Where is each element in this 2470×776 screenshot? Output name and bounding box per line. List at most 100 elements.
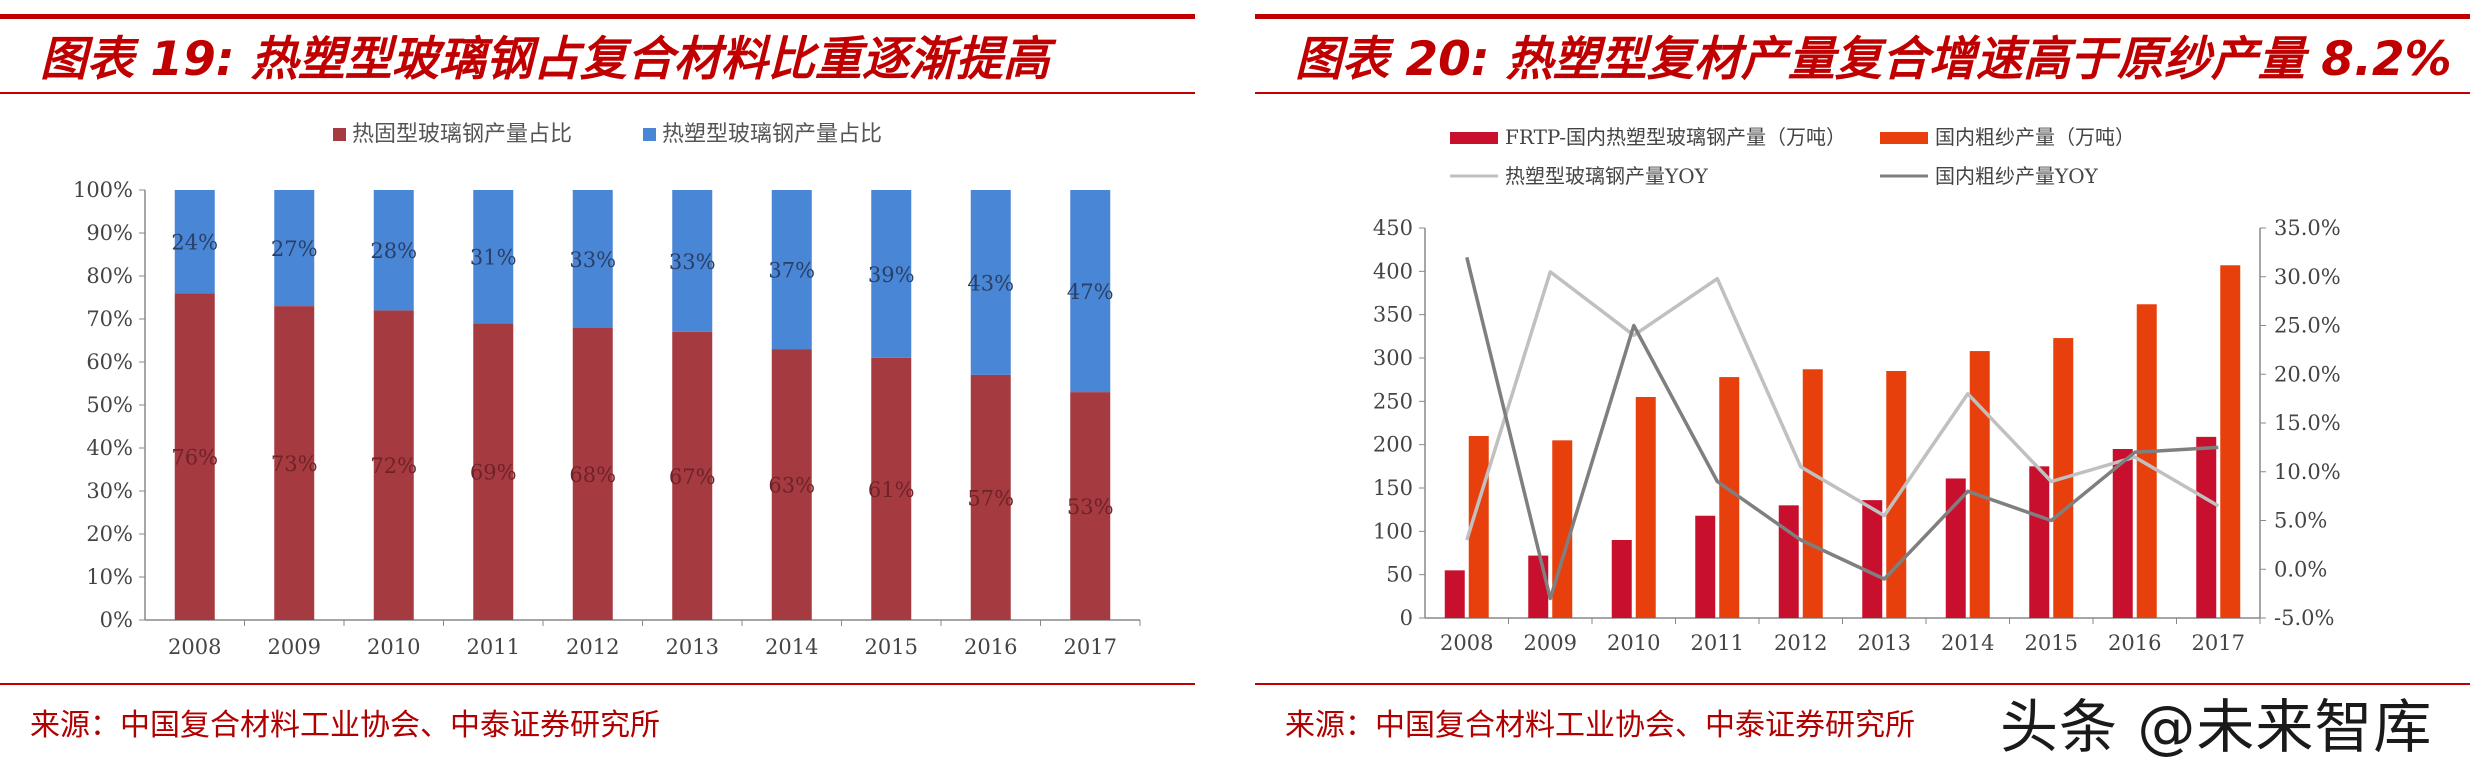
- left-y-tick-label: 250: [1373, 389, 1413, 413]
- data-label-thermoplastic: 43%: [967, 271, 1014, 295]
- y-tick-label: 50%: [86, 393, 133, 417]
- bar-frtp: [1612, 540, 1632, 618]
- bar-frtp: [1528, 556, 1548, 618]
- bar-frtp: [2029, 466, 2049, 618]
- x-tick-label: 2014: [765, 635, 818, 659]
- right-y-tick-label: 20.0%: [2274, 362, 2341, 386]
- combo-bar-line-chart: FRTP-国内热塑型玻璃钢产量（万吨） 国内粗纱产量（万吨） 热塑型玻璃钢产量YOY…: [1255, 100, 2470, 675]
- x-tick-label: 2009: [1524, 631, 1577, 655]
- bar-roving: [1719, 377, 1739, 618]
- legend-swatch-frtp: [1450, 132, 1498, 144]
- data-label-thermoset: 63%: [768, 474, 815, 498]
- legend-swatch-thermoplastic: [643, 128, 656, 141]
- legend-swatch-roving: [1880, 132, 1928, 144]
- data-label-thermoplastic: 24%: [171, 231, 218, 255]
- right-y-tick-label: 0.0%: [2274, 557, 2327, 581]
- x-tick-label: 2015: [865, 635, 918, 659]
- data-label-thermoplastic: 33%: [569, 248, 616, 272]
- right-panel: 图表 20: 热塑型复材产量复合增速高于原纱产量 8.2% FRTP-国内热塑型…: [1255, 0, 2470, 776]
- right-y-tick-label: 25.0%: [2274, 314, 2341, 338]
- data-label-thermoset: 72%: [370, 454, 417, 478]
- bar-frtp: [2196, 437, 2216, 618]
- x-tick-label: 2010: [1607, 631, 1660, 655]
- y-tick-label: 0%: [100, 608, 133, 632]
- y-tick-label: 80%: [86, 264, 133, 288]
- data-label-thermoplastic: 39%: [868, 263, 915, 287]
- bar-frtp: [1946, 478, 1966, 618]
- bar-frtp: [1445, 570, 1465, 618]
- bar-roving: [1886, 371, 1906, 618]
- y-tick-label: 10%: [86, 565, 133, 589]
- chart-title-right: 图表 20: 热塑型复材产量复合增速高于原纱产量 8.2%: [1295, 20, 2452, 89]
- left-y-tick-label: 450: [1373, 216, 1413, 240]
- left-y-tick-label: 200: [1373, 433, 1413, 457]
- right-y-tick-label: 10.0%: [2274, 460, 2341, 484]
- legend-label-frtp-yoy: 热塑型玻璃钢产量YOY: [1505, 164, 1709, 188]
- data-label-thermoset: 61%: [868, 478, 915, 502]
- x-tick-label: 2012: [1774, 631, 1827, 655]
- data-label-thermoset: 69%: [470, 461, 517, 485]
- y-tick-label: 20%: [86, 522, 133, 546]
- legend-label-thermoset: 热固型玻璃钢产量占比: [352, 122, 572, 147]
- x-tick-label: 2008: [168, 635, 221, 659]
- left-y-tick-label: 50: [1386, 563, 1413, 587]
- data-label-thermoplastic: 28%: [370, 239, 417, 263]
- x-tick-label: 2011: [467, 635, 520, 659]
- data-label-thermoset: 68%: [569, 463, 616, 487]
- data-label-thermoset: 53%: [1067, 495, 1114, 519]
- right-y-tick-label: 5.0%: [2274, 509, 2327, 533]
- x-tick-label: 2011: [1691, 631, 1744, 655]
- title-rule-top: [1255, 14, 2470, 19]
- left-y-tick-label: 400: [1373, 259, 1413, 283]
- y-tick-label: 90%: [86, 221, 133, 245]
- data-label-thermoset: 57%: [967, 486, 1014, 510]
- bar-roving: [1970, 351, 1990, 618]
- y-tick-label: 70%: [86, 307, 133, 331]
- right-y-tick-label: 30.0%: [2274, 265, 2341, 289]
- data-label-thermoplastic: 27%: [271, 237, 318, 261]
- title-rule-bottom: [1255, 92, 2470, 94]
- x-tick-label: 2008: [1440, 631, 1493, 655]
- left-y-tick-label: 150: [1373, 476, 1413, 500]
- left-y-tick-label: 0: [1400, 606, 1413, 630]
- stacked-bar-chart: 热固型玻璃钢产量占比 热塑型玻璃钢产量占比 0% 10% 20% 30% 40% 50% 60%…: [0, 100, 1215, 675]
- legend-label-roving: 国内粗纱产量（万吨）: [1935, 125, 2135, 149]
- source-note-left: 来源：中国复合材料工业协会、中泰证券研究所: [30, 700, 660, 744]
- line-roving-yoy: [1467, 257, 2219, 598]
- data-label-thermoset: 73%: [271, 452, 318, 476]
- source-note-right: 来源：中国复合材料工业协会、中泰证券研究所: [1285, 700, 1915, 744]
- right-y-tick-label: 35.0%: [2274, 216, 2341, 240]
- y-tick-label: 30%: [86, 479, 133, 503]
- x-tick-label: 2012: [566, 635, 619, 659]
- bar-roving: [1636, 397, 1656, 618]
- x-tick-label: 2017: [2192, 631, 2245, 655]
- left-panel: 图表 19: 热塑型玻璃钢占复合材料比重逐渐提高 热固型玻璃钢产量占比 热塑型玻璃…: [0, 0, 1215, 776]
- bar-roving: [1552, 440, 1572, 618]
- y-tick-label: 60%: [86, 350, 133, 374]
- data-label-thermoplastic: 37%: [768, 259, 815, 283]
- x-tick-label: 2013: [1858, 631, 1911, 655]
- x-tick-label: 2017: [1064, 635, 1117, 659]
- watermark: 头条 @未来智库: [2000, 680, 2432, 764]
- bar-frtp: [1779, 505, 1799, 618]
- legend-label-thermoplastic: 热塑型玻璃钢产量占比: [662, 122, 882, 147]
- data-label-thermoplastic: 47%: [1067, 280, 1114, 304]
- bar-frtp: [1862, 500, 1882, 618]
- data-label-thermoset: 76%: [171, 446, 218, 470]
- bar-roving: [2220, 265, 2240, 618]
- title-rule-bottom: [0, 92, 1195, 94]
- data-label-thermoplastic: 31%: [470, 246, 517, 270]
- y-tick-label: 100%: [73, 178, 133, 202]
- left-y-tick-label: 350: [1373, 303, 1413, 327]
- y-tick-label: 40%: [86, 436, 133, 460]
- x-tick-label: 2014: [1941, 631, 1994, 655]
- x-tick-label: 2010: [367, 635, 420, 659]
- data-label-thermoplastic: 33%: [669, 250, 716, 274]
- x-tick-label: 2016: [964, 635, 1017, 659]
- source-rule: [0, 683, 1195, 685]
- x-tick-label: 2013: [666, 635, 719, 659]
- title-rule-top: [0, 14, 1195, 19]
- left-y-tick-label: 300: [1373, 346, 1413, 370]
- chart-title-left: 图表 19: 热塑型玻璃钢占复合材料比重逐渐提高: [40, 20, 1050, 89]
- right-y-tick-label: -5.0%: [2274, 606, 2334, 630]
